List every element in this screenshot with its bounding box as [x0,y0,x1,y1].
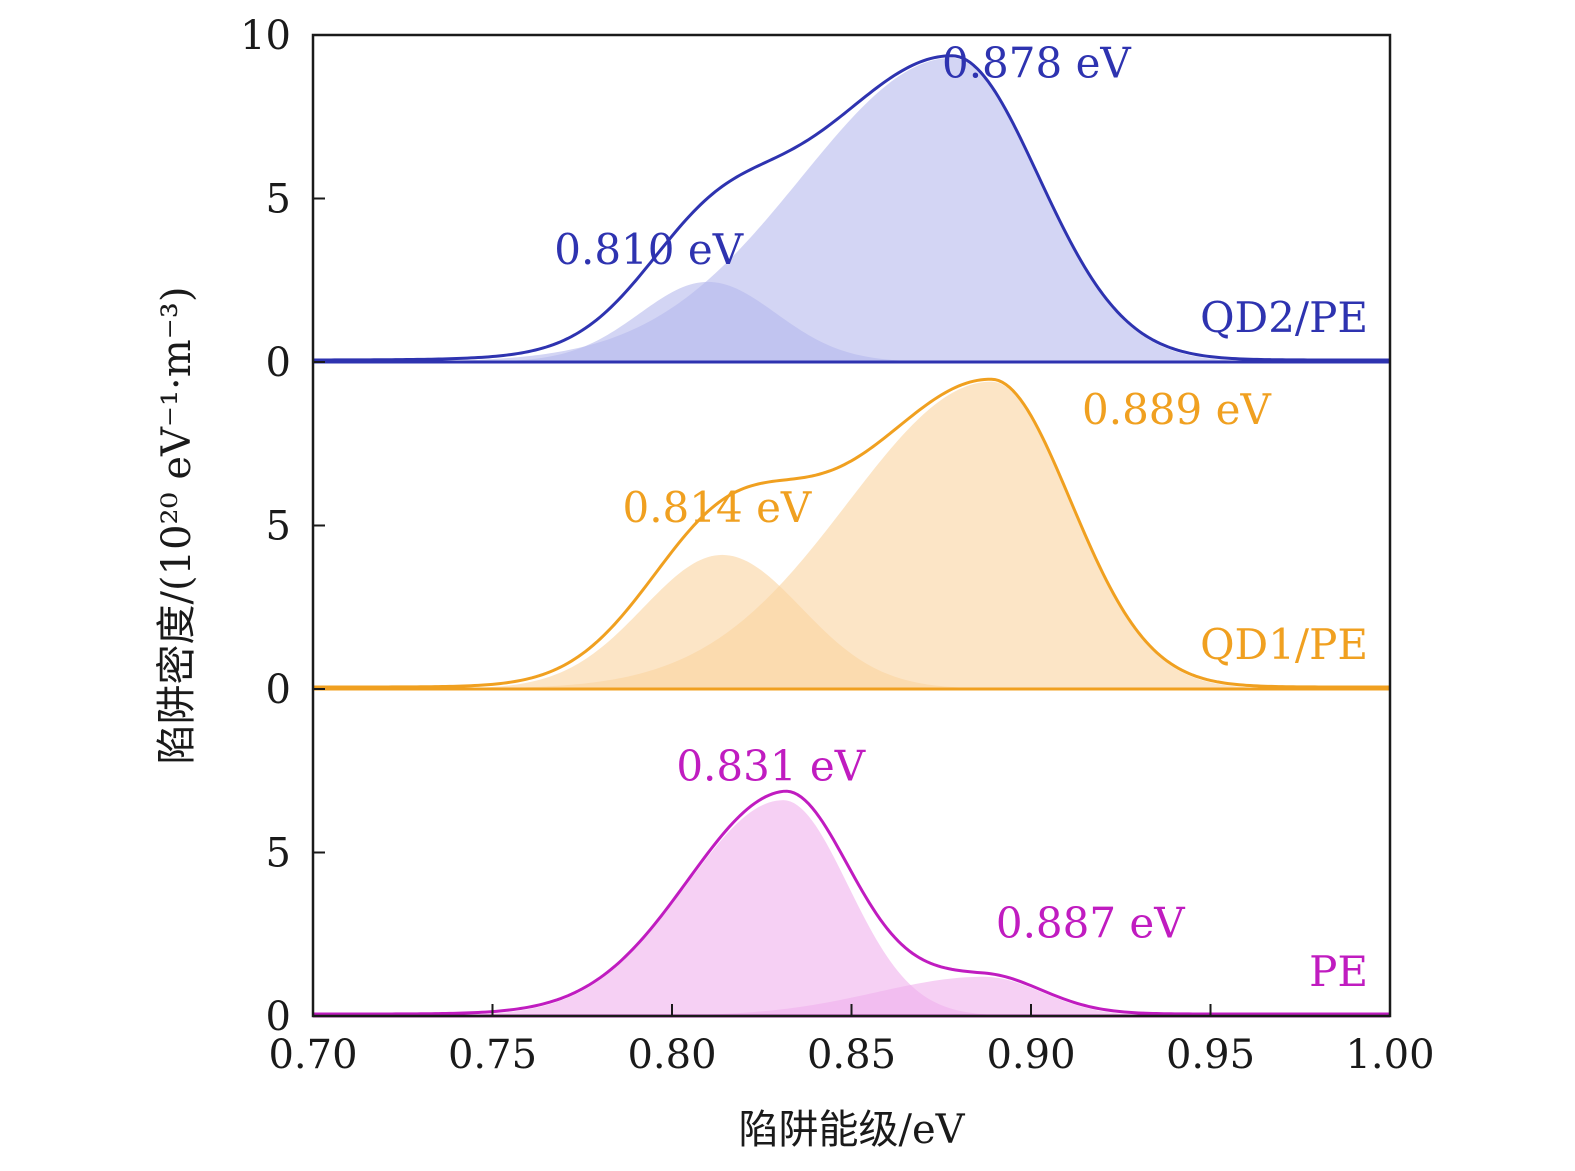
peak-annotation-1-1: 0.889 eV [1082,385,1271,434]
series-label-0: QD2/PE [1200,293,1368,342]
x-tick-label-5: 0.95 [1166,1032,1255,1078]
x-tick-label-0: 0.70 [268,1032,357,1078]
y-tick-label-0-1: 5 [266,177,291,223]
peak-fill-1-1 [313,381,1390,689]
peak-annotation-0-0: 0.810 eV [554,225,743,274]
y-axis-title: 陷阱密度/(10²⁰ eV⁻¹·m⁻³) [154,287,200,765]
peak-annotation-1-0: 0.814 eV [622,483,811,532]
annotations-layer: 0.810 eV 0.878 eV QD2/PE 0.814 eV 0.889 eV QD… [554,39,1368,996]
peak-fill-2-0 [313,800,1390,1016]
x-tick-label-3: 0.85 [807,1032,896,1078]
peak-annotation-2-1: 0.887 eV [996,899,1185,948]
y-axis-ticks: 0 5 10 0 5 0 5 [240,13,325,1040]
envelope-curve-1 [312,377,1390,689]
y-tick-label-0-0: 0 [266,340,291,386]
x-tick-label-6: 1.00 [1345,1032,1434,1078]
peak-annotation-0-1: 0.878 eV [942,39,1131,88]
series-label-1: QD1/PE [1200,620,1368,669]
x-tick-label-2: 0.80 [627,1032,716,1078]
y-tick-label-1-1: 5 [266,504,291,550]
envelope-curve-0 [313,54,1390,362]
y-tick-label-0-2: 10 [240,13,291,59]
y-tick-label-2-1: 5 [266,831,291,877]
y-tick-label-1-0: 0 [266,667,291,713]
x-axis-title: 陷阱能级/eV [738,1107,965,1153]
series-label-2: PE [1309,947,1368,996]
peak-fill-0-1 [313,57,1390,362]
x-tick-label-4: 0.90 [986,1032,1075,1078]
x-axis-ticks: 0.70 0.75 0.80 0.85 0.90 0.95 1.00 [268,1004,1435,1078]
x-tick-label-1: 0.75 [448,1032,537,1078]
y-tick-label-2-0: 0 [266,994,291,1040]
peak-annotation-2-0: 0.831 eV [676,742,865,791]
